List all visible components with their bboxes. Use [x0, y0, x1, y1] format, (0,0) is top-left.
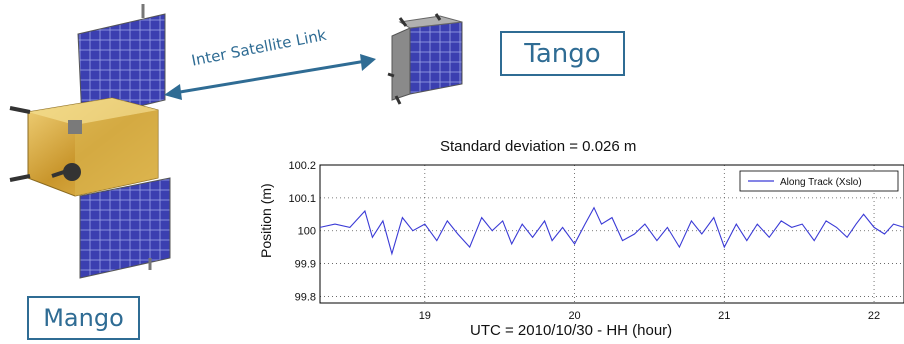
x-axis-label: UTC = 2010/10/30 - HH (hour)	[470, 322, 673, 339]
x-tick-label: 19	[419, 310, 431, 322]
y-tick-label: 100	[298, 226, 316, 238]
position-chart: 19 20 21 22 99.8 99.9 100 100.1 100.2 Along Trac…	[288, 160, 904, 322]
plot-frame	[319, 164, 904, 304]
tango-solar-panel	[409, 21, 463, 95]
x-tick-label: 21	[718, 310, 730, 322]
tango-body	[391, 27, 411, 101]
chart-legend: Along Track (Xslo)	[739, 170, 899, 192]
mango-upper-solar-panel	[77, 13, 166, 121]
tango-satellite-illustration	[387, 13, 463, 105]
tango-label-box: Tango	[500, 31, 625, 76]
series-line-along-track	[319, 206, 904, 256]
y-tick-label: 99.8	[295, 291, 316, 303]
legend-entry-along-track: Along Track (Xslo)	[780, 177, 862, 188]
x-tick-label: 20	[568, 310, 580, 322]
y-axis-label: Position (m)	[258, 183, 274, 258]
mango-satellite-illustration	[9, 4, 171, 279]
legend-box	[739, 170, 899, 192]
y-tick-label: 100.2	[288, 160, 316, 172]
mango-label-box: Mango	[27, 296, 140, 340]
mango-lower-solar-panel	[79, 177, 171, 279]
inter-satellite-link-arrow	[164, 54, 376, 100]
chart-title: Standard deviation = 0.026 m	[440, 138, 637, 155]
y-tick-label: 100.1	[288, 193, 316, 205]
y-tick-label: 99.9	[295, 259, 316, 271]
x-tick-label: 22	[868, 310, 880, 322]
